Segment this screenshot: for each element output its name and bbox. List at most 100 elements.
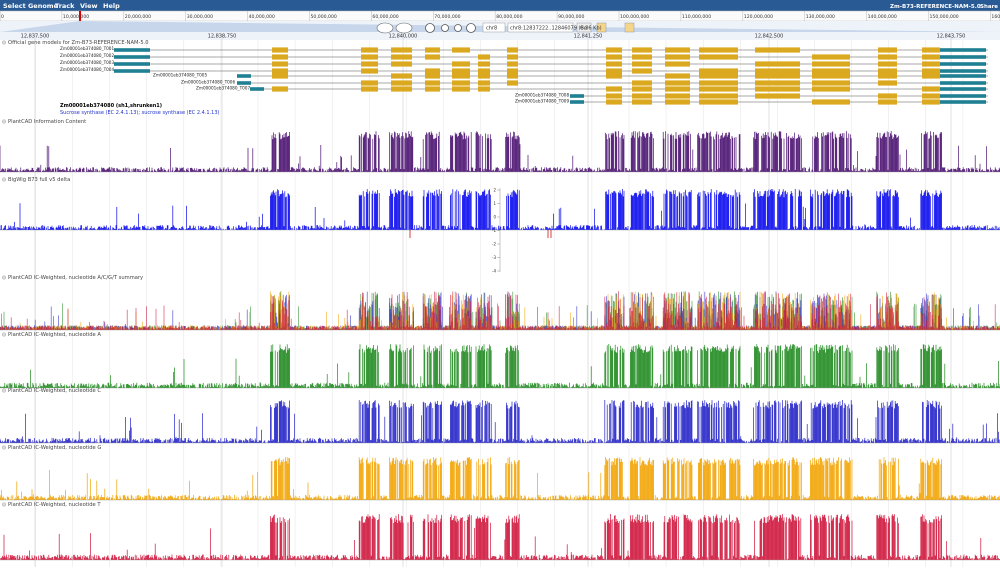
exon	[478, 68, 490, 74]
exon	[452, 68, 470, 74]
menu-item[interactable]: View	[80, 2, 98, 10]
exon	[878, 47, 897, 53]
exon	[478, 61, 490, 67]
zoom-out-small[interactable]	[441, 24, 449, 32]
exon	[361, 80, 378, 86]
overview-label: 150,000,000	[930, 14, 959, 20]
track-label: PlantCAD IC-Weighted, nucleotide C	[8, 388, 101, 394]
exon	[632, 68, 652, 74]
track-icon	[2, 332, 6, 337]
menu-item[interactable]: Select Genome	[3, 2, 59, 10]
menu-item[interactable]: Track	[55, 2, 75, 10]
exon	[699, 93, 738, 99]
location-box[interactable]	[507, 22, 574, 33]
ruler-label: 12,842,500	[755, 34, 784, 40]
share[interactable]: Share	[980, 4, 998, 10]
exon	[452, 73, 470, 79]
axis-label: 2	[493, 188, 496, 193]
exon	[812, 80, 850, 86]
axis-label: -3	[492, 255, 496, 260]
signal	[0, 291, 1000, 330]
exon	[361, 61, 378, 67]
exon	[632, 80, 652, 86]
overview-label: 10,000,000	[63, 14, 89, 20]
exon	[391, 61, 412, 67]
highlight-button[interactable]	[596, 22, 607, 33]
exon	[632, 86, 652, 92]
exon	[922, 86, 940, 92]
exon	[878, 93, 897, 99]
exon	[922, 61, 940, 67]
exon	[878, 73, 897, 79]
exon	[665, 99, 690, 105]
exon	[606, 99, 622, 105]
overview-marker	[79, 11, 81, 21]
track-label: PlantCAD IC-Weighted, nucleotide G	[8, 445, 101, 451]
trk: Official gene models for Zm-B73-REFERENC…	[8, 40, 149, 46]
exon	[606, 47, 622, 53]
exon	[665, 80, 690, 86]
signal	[0, 457, 1000, 500]
exon	[478, 54, 490, 60]
exon	[632, 93, 652, 99]
utr	[940, 81, 986, 85]
transcript-label: Zm00001eb374080_T004	[60, 67, 114, 72]
ruler-label: 12,840,000	[389, 34, 418, 40]
zoom-out[interactable]	[425, 23, 435, 33]
ruler-label: 12,841,250	[574, 34, 603, 40]
forward-button[interactable]	[395, 22, 413, 34]
ruler-label: 12,837,500	[21, 34, 50, 40]
gene-description: Sucrose synthase (EC 2.4.1.13); sucrose …	[60, 110, 220, 116]
track-icon	[2, 275, 6, 280]
exon	[391, 54, 412, 60]
zoom-in[interactable]	[466, 23, 476, 33]
axis-label: -1	[492, 228, 496, 233]
go-button[interactable]	[576, 22, 592, 33]
exon	[755, 47, 800, 53]
overview-label: 0	[1, 14, 4, 20]
zoom-in-small[interactable]	[454, 24, 462, 32]
exon	[699, 54, 738, 60]
exon	[507, 54, 518, 60]
exon	[425, 86, 440, 92]
menu-item[interactable]: Help	[103, 2, 120, 10]
exon	[606, 68, 622, 74]
back-button[interactable]	[376, 22, 394, 34]
track-icon	[2, 40, 6, 45]
exon	[812, 68, 850, 74]
utr	[250, 87, 264, 91]
signal	[0, 514, 1000, 560]
exon	[632, 61, 652, 67]
transcript-label: Zm00001eb374080_T005	[153, 73, 207, 78]
signal	[0, 344, 1000, 388]
utr	[940, 62, 986, 66]
utr	[940, 100, 986, 104]
exon	[452, 61, 470, 67]
exon	[452, 86, 470, 92]
track-icon	[2, 119, 6, 124]
exon	[922, 99, 940, 105]
exon	[922, 68, 940, 74]
bookmark-button[interactable]	[624, 22, 635, 33]
utr	[114, 69, 150, 73]
utr	[114, 48, 150, 52]
overview-label: 100,000,000	[620, 14, 649, 20]
exon	[391, 80, 412, 86]
axis-label: 0	[493, 215, 496, 220]
exon	[922, 93, 940, 99]
exon	[755, 73, 800, 79]
exon	[452, 80, 470, 86]
exon	[878, 54, 897, 60]
exon	[272, 47, 288, 53]
exon	[425, 68, 440, 74]
exon	[755, 68, 800, 74]
utr	[570, 94, 584, 98]
exon	[272, 86, 288, 92]
exon	[478, 73, 490, 79]
exon	[812, 73, 850, 79]
exon	[812, 54, 850, 60]
exon	[812, 61, 850, 67]
chrom-select[interactable]	[482, 22, 506, 33]
exon	[632, 99, 652, 105]
